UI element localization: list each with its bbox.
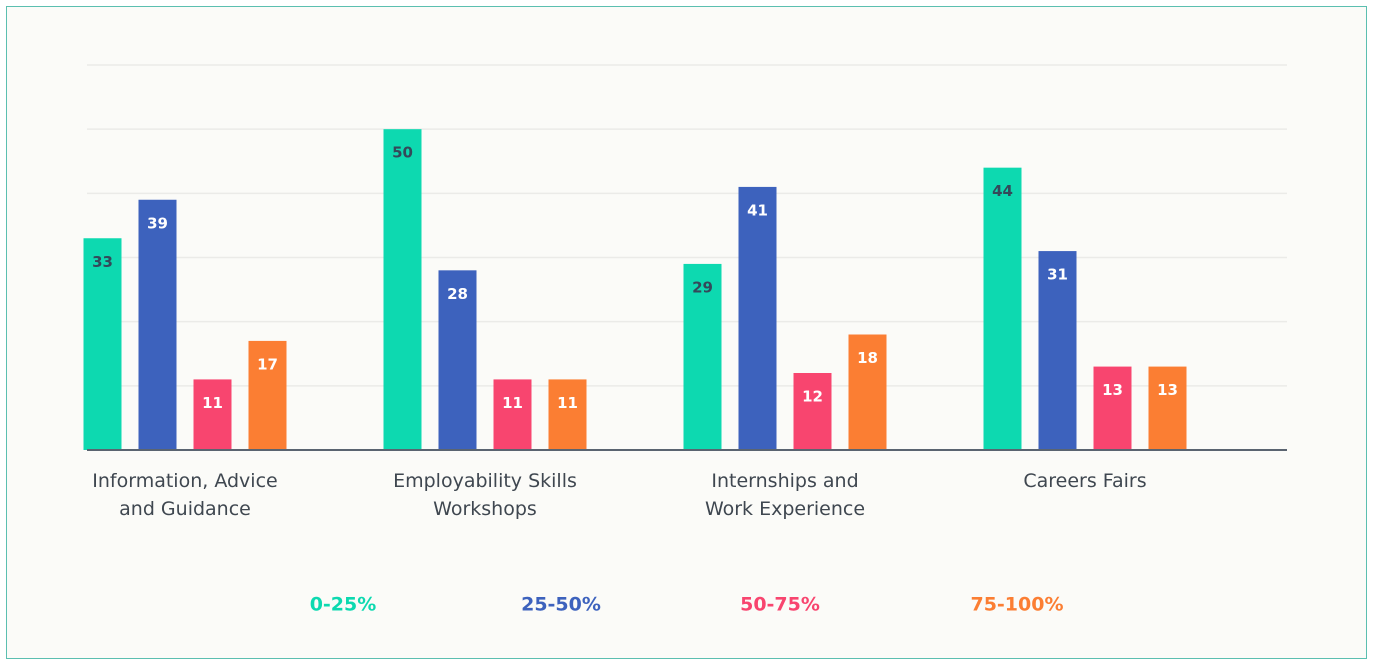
legend-label: 75-100% — [970, 594, 1063, 616]
legend-label: 25-50% — [521, 594, 601, 616]
bar — [793, 373, 832, 450]
bar — [548, 379, 587, 450]
bar — [193, 379, 232, 450]
bar — [383, 129, 422, 450]
bar — [1093, 366, 1132, 450]
value-label: 50 — [392, 144, 413, 162]
bar — [138, 199, 177, 450]
value-label: 31 — [1047, 266, 1068, 284]
bar — [983, 167, 1022, 450]
bar — [1148, 366, 1187, 450]
value-label: 44 — [992, 182, 1013, 200]
x-tick-label: Employability Skills Workshops — [393, 470, 577, 520]
bar — [683, 263, 722, 450]
bar — [83, 238, 122, 450]
value-label: 13 — [1157, 381, 1178, 399]
bar — [438, 270, 477, 450]
value-label: 41 — [747, 201, 768, 219]
bar — [848, 334, 887, 450]
value-label: 12 — [802, 388, 823, 406]
value-label: 11 — [202, 394, 223, 412]
legend-label: 0-25% — [310, 594, 377, 616]
value-label: 39 — [147, 214, 168, 232]
x-tick-label: Careers Fairs — [1023, 470, 1146, 492]
bar — [248, 340, 287, 450]
value-label: 11 — [502, 394, 523, 412]
value-label: 29 — [692, 278, 713, 296]
value-label: 13 — [1102, 381, 1123, 399]
x-tick-label: Internships and Work Experience — [705, 470, 865, 520]
x-tick-label: Information, Advice and Guidance — [92, 470, 277, 520]
bar — [738, 186, 777, 450]
value-label: 17 — [257, 355, 278, 373]
legend-label: 50-75% — [740, 594, 820, 616]
bar — [493, 379, 532, 450]
value-label: 11 — [557, 394, 578, 412]
value-label: 18 — [857, 349, 878, 367]
value-label: 28 — [447, 285, 468, 303]
value-label: 33 — [92, 253, 113, 271]
bar — [1038, 251, 1077, 450]
